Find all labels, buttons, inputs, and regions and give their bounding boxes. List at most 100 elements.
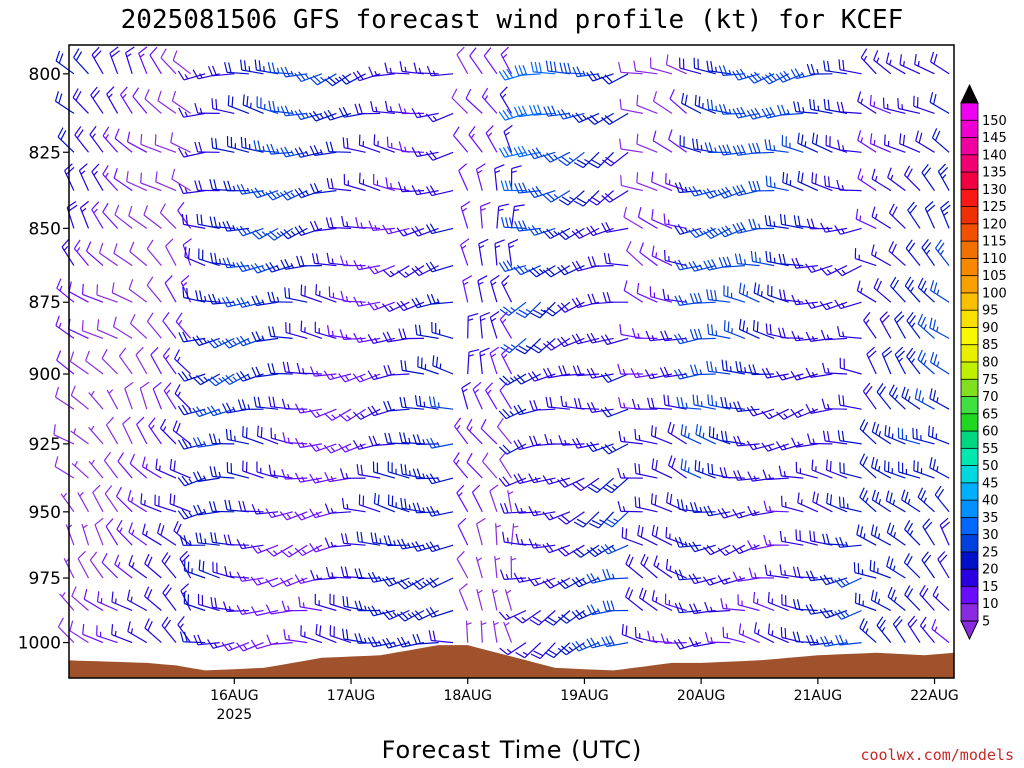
barb-flag	[418, 325, 422, 336]
barb-flag	[779, 564, 783, 575]
wind-barb	[886, 522, 906, 546]
barb-shaft	[635, 472, 658, 479]
barb-flag	[888, 426, 891, 438]
barb-flag	[586, 442, 594, 452]
barb-flag	[398, 328, 403, 339]
wind-barb	[111, 591, 133, 612]
wind-barb	[207, 65, 235, 77]
barb-half-flag	[262, 145, 265, 152]
barb-flag	[557, 548, 566, 557]
wind-barb	[192, 406, 220, 418]
barb-flag	[630, 368, 637, 378]
wind-barb	[706, 289, 731, 303]
barb-flag	[891, 243, 897, 254]
wind-barb	[600, 73, 629, 85]
wind-barb	[932, 585, 950, 611]
colorbar-label: 140	[982, 148, 1007, 163]
barb-flag	[884, 425, 887, 436]
barb-flag	[689, 293, 695, 304]
wind-barb	[617, 467, 643, 479]
wind-barb	[114, 204, 133, 229]
wind-barb	[805, 299, 833, 309]
wind-barb	[706, 360, 731, 375]
barb-flag	[415, 297, 422, 308]
barb-flag	[812, 491, 816, 502]
barb-flag	[791, 258, 797, 269]
barb-flag	[651, 171, 654, 183]
wind-barb	[417, 356, 439, 375]
barb-flag	[933, 53, 938, 65]
barb-flag	[202, 561, 205, 572]
barb-flag	[695, 424, 699, 435]
wind-barb	[296, 362, 322, 375]
wind-barb	[835, 634, 862, 646]
barb-flag	[590, 402, 597, 413]
barb-flag	[761, 410, 770, 420]
barb-half-flag	[466, 622, 472, 626]
barb-flag	[243, 60, 247, 71]
barb-flag	[677, 638, 685, 649]
barb-shaft	[140, 182, 162, 192]
wind-barb	[180, 583, 192, 611]
wind-barb	[529, 399, 556, 411]
wind-barb	[634, 463, 658, 479]
barb-flag	[742, 320, 746, 331]
wind-barb	[211, 98, 235, 114]
barb-flag	[229, 429, 232, 441]
barb-flag	[571, 261, 579, 272]
barb-flag	[477, 275, 488, 282]
barb-flag	[837, 609, 846, 619]
wind-barb	[74, 126, 89, 153]
barb-flag	[604, 334, 612, 344]
wind-barb	[694, 459, 716, 479]
wind-barb	[689, 328, 716, 340]
barb-flag	[528, 506, 535, 516]
barb-half-flag	[505, 613, 511, 619]
barb-flag	[638, 463, 641, 475]
barb-shaft	[468, 134, 483, 153]
barb-flag	[923, 242, 932, 252]
barb-half-flag	[487, 132, 493, 138]
barb-half-flag	[742, 630, 745, 636]
barb-flag	[489, 311, 500, 318]
wind-barb	[88, 425, 104, 445]
wind-barb	[834, 299, 862, 310]
wind-barb	[113, 243, 133, 267]
barb-flag	[732, 571, 739, 582]
barb-flag	[932, 459, 936, 470]
barb-shaft	[91, 209, 104, 229]
barb-half-flag	[702, 432, 705, 438]
barb-half-flag	[611, 573, 615, 579]
colorbar-label: 85	[982, 338, 999, 353]
barb-flag	[572, 483, 582, 492]
barb-flag	[721, 188, 729, 198]
barb-shaft	[101, 562, 119, 579]
wind-barb	[586, 367, 614, 379]
barb-flag	[228, 62, 232, 73]
wind-barb	[571, 609, 600, 620]
barb-flag	[163, 382, 172, 391]
barb-half-flag	[93, 170, 98, 176]
barb-half-flag	[817, 105, 820, 111]
barb-half-flag	[802, 106, 805, 113]
barb-half-flag	[117, 561, 121, 568]
wind-barb	[266, 634, 293, 645]
barb-flag	[693, 603, 699, 614]
barb-shaft	[889, 212, 906, 229]
barb-flag	[706, 99, 710, 110]
wind-barb	[702, 188, 731, 199]
barb-flag	[504, 180, 509, 191]
wind-barb	[171, 90, 191, 114]
colorbar-segment	[960, 413, 979, 432]
barb-flag	[704, 631, 709, 643]
barb-flag	[513, 266, 522, 276]
barb-half-flag	[859, 215, 862, 221]
barb-half-flag	[272, 550, 278, 555]
barb-flag	[712, 427, 715, 438]
barb-flag	[397, 181, 403, 192]
barb-flag	[161, 616, 169, 626]
barb-flag	[557, 266, 565, 276]
barb-flag	[778, 465, 782, 477]
wind-barb	[587, 256, 614, 267]
barb-flag	[696, 139, 699, 150]
